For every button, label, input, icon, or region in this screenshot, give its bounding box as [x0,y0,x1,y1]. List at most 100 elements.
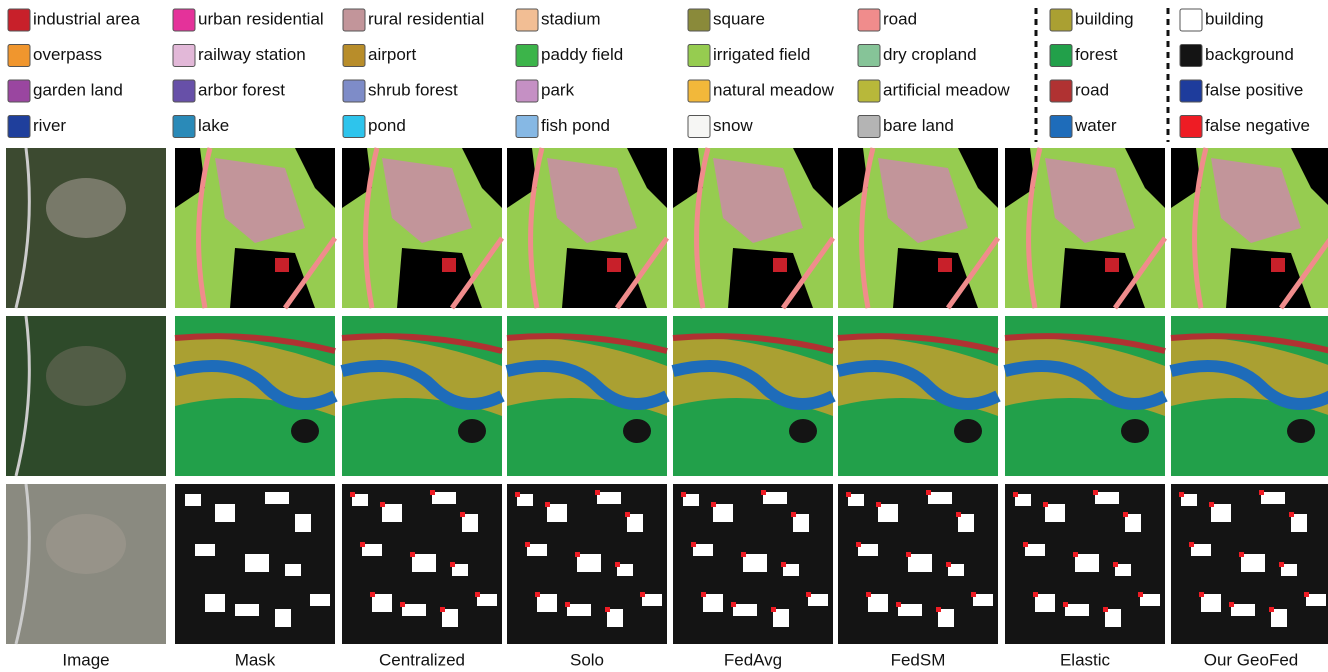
legend-label: building [1205,9,1264,28]
legend-swatch [1180,9,1202,31]
legend-label: river [33,116,66,135]
error [1113,562,1118,567]
legend-swatch [1180,80,1202,102]
building [412,554,436,572]
legend-swatch [173,45,195,67]
legend-swatch [516,9,538,31]
column-label: Our GeoFed [1204,650,1299,669]
legend-swatch [688,80,710,102]
legend-label: square [713,9,765,28]
region [275,258,289,272]
legend-swatch [858,45,880,67]
error [1199,592,1204,597]
region [442,258,456,272]
error [856,542,861,547]
error [1013,492,1018,497]
region [623,419,651,443]
column-label: Image [62,650,109,669]
legend-label: road [883,9,917,28]
error [460,512,465,517]
error [806,592,811,597]
error [545,502,550,507]
region [291,419,319,443]
legend-swatch [173,80,195,102]
error [771,607,776,612]
region [607,258,621,272]
error [1023,542,1028,547]
legend-label: lake [198,116,229,135]
error [1043,502,1048,507]
building [285,564,301,576]
region [938,258,952,272]
legend-swatch [8,116,30,138]
building [1065,604,1089,616]
legend-label: urban residential [198,9,324,28]
error [1138,592,1143,597]
legend-swatch [858,116,880,138]
building [928,492,952,504]
error [1123,512,1128,517]
column-label: Centralized [379,650,465,669]
error [946,562,951,567]
building [733,604,757,616]
column-label: FedAvg [724,650,782,669]
legend-label: railway station [198,45,306,64]
legend-label: road [1075,80,1109,99]
building [763,492,787,504]
error [400,602,405,607]
region [773,258,787,272]
building [402,604,426,616]
legend-label: snow [713,116,753,135]
error [625,512,630,517]
error [711,502,716,507]
legend-swatch [688,45,710,67]
error [866,592,871,597]
region [458,419,486,443]
figure: industrial areaoverpassgarden landriveru… [0,0,1328,672]
error [761,490,766,495]
error [595,490,600,495]
legend-swatch [516,116,538,138]
legend-label: shrub forest [368,80,458,99]
error [1063,602,1068,607]
building [898,604,922,616]
error [1033,592,1038,597]
legend-swatch [343,9,365,31]
legend-label: industrial area [33,9,140,28]
legend-swatch [858,9,880,31]
legend-swatch [688,9,710,31]
region [1271,258,1285,272]
legend-swatch [1050,80,1072,102]
legend-swatch [173,116,195,138]
legend-swatch [688,116,710,138]
error [1073,552,1078,557]
legend-swatch [343,45,365,67]
error [380,502,385,507]
building [908,554,932,572]
legend-label: airport [368,45,416,64]
error [525,542,530,547]
image-detail [46,346,126,406]
legend-label: stadium [541,9,601,28]
legend-label: forest [1075,45,1118,64]
legend-swatch [343,80,365,102]
error [440,607,445,612]
region [1287,419,1315,443]
legend-swatch [1180,116,1202,138]
error [936,607,941,612]
legend-swatch [516,45,538,67]
legend-swatch [173,9,195,31]
error [1179,492,1184,497]
legend-label: false positive [1205,80,1303,99]
legend-label: building [1075,9,1134,28]
legend-swatch [8,80,30,102]
error [926,490,931,495]
error [896,602,901,607]
building [432,492,456,504]
error [1259,490,1264,495]
legend-label: overpass [33,45,102,64]
error [1093,490,1098,495]
building [577,554,601,572]
building [567,604,591,616]
image-detail [46,178,126,238]
